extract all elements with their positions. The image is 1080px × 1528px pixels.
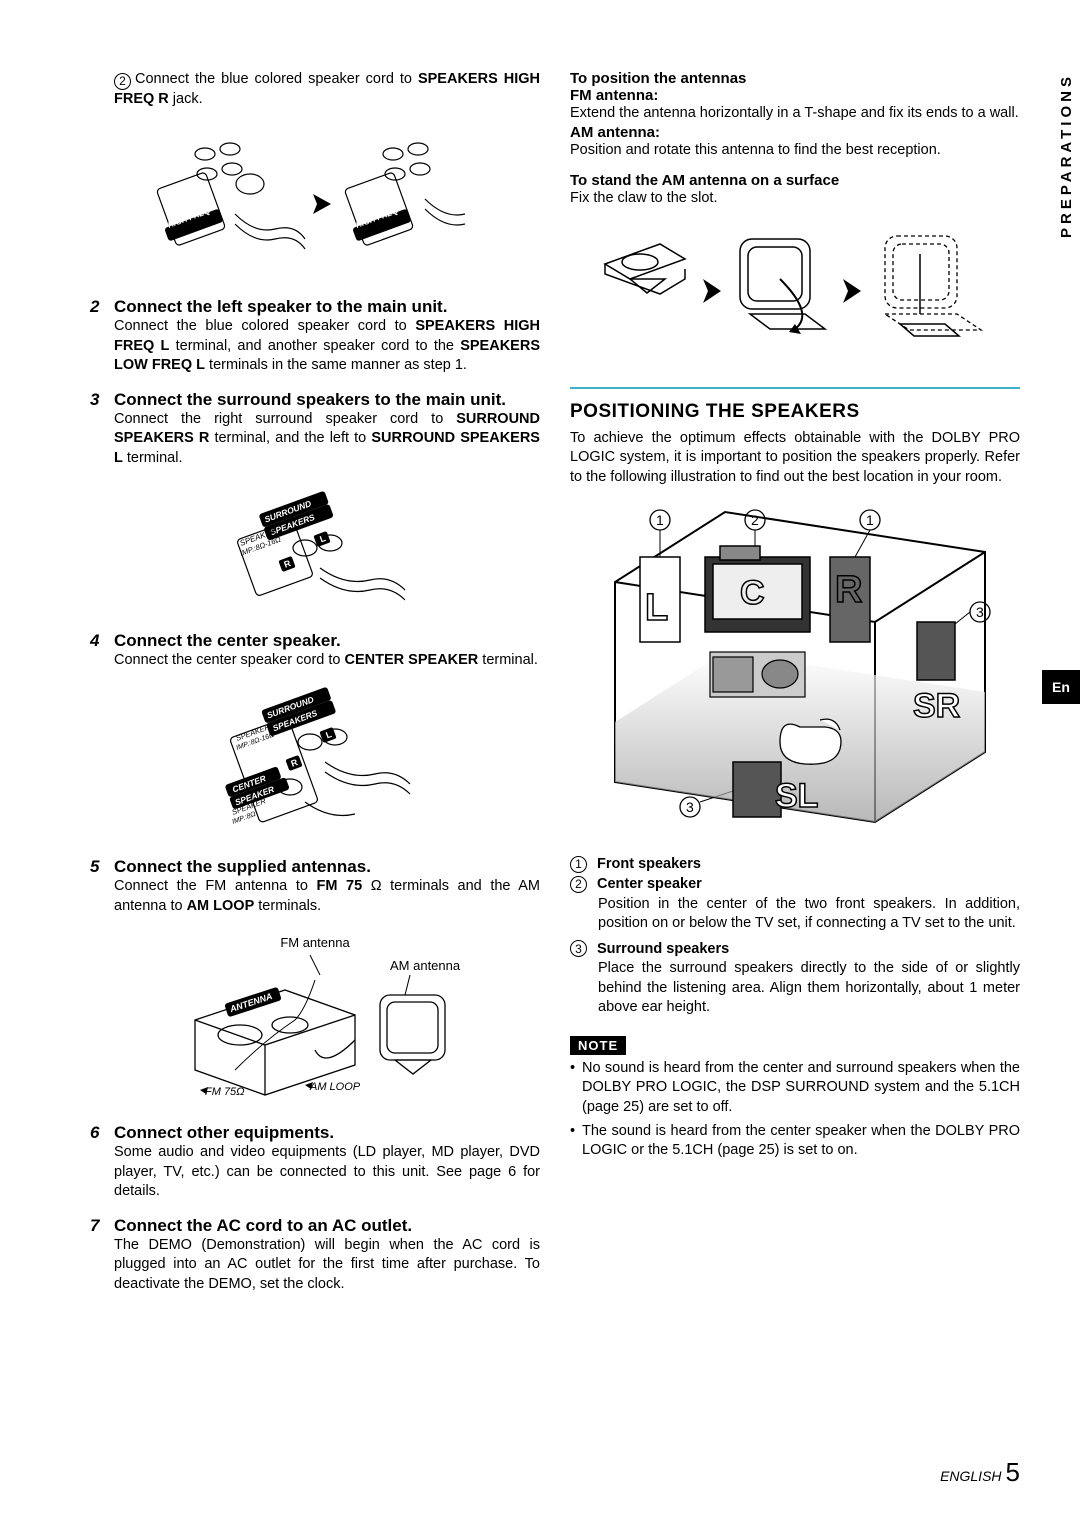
- svg-text:R: R: [835, 569, 862, 611]
- section-title: POSITIONING THE SPEAKERS: [570, 401, 1020, 423]
- am-body: Position and rotate this antenna to find…: [570, 141, 1020, 161]
- section-rule: [570, 387, 1020, 391]
- step-4: 4Connect the center speaker. Connect the…: [90, 631, 540, 671]
- step-7: 7Connect the AC cord to an AC outlet. Th…: [90, 1216, 540, 1295]
- intro-line: 2Connect the blue colored speaker cord t…: [114, 70, 540, 109]
- note-label: NOTE: [570, 1036, 626, 1055]
- circled-2: 2: [114, 73, 131, 90]
- am-head: AM antenna:: [570, 124, 1020, 141]
- fm-head: FM antenna:: [570, 87, 1020, 104]
- lang-tab-label: En: [1052, 679, 1070, 695]
- right-column: To position the antennas FM antenna: Ext…: [570, 70, 1020, 1309]
- step-5-body: Connect the FM antenna to FM 75 Ω termin…: [114, 877, 540, 916]
- step-5: 5Connect the supplied antennas. Connect …: [90, 857, 540, 916]
- svg-text:3: 3: [686, 799, 694, 815]
- svg-text:AM LOOP: AM LOOP: [309, 1081, 361, 1093]
- svg-text:FM 75Ω: FM 75Ω: [205, 1086, 245, 1098]
- section-body: To achieve the optimum effects obtainabl…: [570, 429, 1020, 488]
- legend: 1Front speakers 2Center speaker Position…: [570, 855, 1020, 1018]
- svg-text:2: 2: [751, 512, 759, 528]
- diagram-antenna: FM antenna AM antenna ANTENNA: [90, 930, 540, 1105]
- step-6-body: Some audio and video equipments (LD play…: [114, 1143, 540, 1202]
- step-7-body: The DEMO (Demonstration) will begin when…: [114, 1236, 540, 1295]
- diagram-center: SURROUND SPEAKERS CENTER SPEAKER SPEAKER…: [90, 684, 540, 839]
- diagram-surround: SURROUND SPEAKERS SPEAKER IMP.:8Ω-16Ω R …: [90, 483, 540, 613]
- stand-body: Fix the claw to the slot.: [570, 189, 1020, 209]
- stand-head: To stand the AM antenna on a surface: [570, 172, 1020, 189]
- svg-text:3: 3: [976, 604, 984, 620]
- fm-antenna-label: FM antenna: [165, 935, 465, 950]
- svg-text:1: 1: [866, 512, 874, 528]
- side-tab-label: PREPARATIONS: [1058, 73, 1075, 238]
- footer-page: 5: [1006, 1457, 1020, 1487]
- am-antenna-label: AM antenna: [390, 958, 461, 973]
- footer: ENGLISH 5: [940, 1457, 1020, 1488]
- svg-text:SR: SR: [913, 687, 960, 725]
- side-tab-preparations: PREPARATIONS: [1052, 70, 1080, 240]
- step-3: 3Connect the surround speakers to the ma…: [90, 390, 540, 469]
- step-2-body: Connect the blue colored speaker cord to…: [114, 317, 540, 376]
- svg-text:1: 1: [656, 512, 664, 528]
- note-2: The sound is heard from the center speak…: [570, 1122, 1020, 1161]
- svg-text:L: L: [645, 587, 668, 629]
- step-4-body: Connect the center speaker cord to CENTE…: [114, 651, 540, 671]
- diagram-room: 1 2 1 3 3: [570, 497, 1020, 837]
- svg-text:ANTENNA: ANTENNA: [228, 991, 274, 1014]
- footer-lang: ENGLISH: [940, 1468, 1001, 1484]
- diagram-am-stand: [570, 219, 1020, 369]
- note-1: No sound is heard from the center and su…: [570, 1059, 1020, 1118]
- step-3-body: Connect the right surround speaker cord …: [114, 410, 540, 469]
- position-antennas-head: To position the antennas: [570, 70, 1020, 87]
- fm-body: Extend the antenna horizontally in a T-s…: [570, 104, 1020, 124]
- step-2: 2Connect the left speaker to the main un…: [90, 297, 540, 376]
- svg-text:C: C: [740, 574, 765, 612]
- notes-list: No sound is heard from the center and su…: [570, 1059, 1020, 1161]
- diagram-high-freq: SPEAKER HIGH FREQ HIGH FREQ: [90, 119, 540, 279]
- svg-text:SL: SL: [775, 777, 818, 815]
- step-6: 6Connect other equipments. Some audio an…: [90, 1123, 540, 1202]
- side-tab-language: En: [1042, 670, 1080, 704]
- left-column: 2 Connect the blue colored speaker cord t…: [90, 70, 540, 1309]
